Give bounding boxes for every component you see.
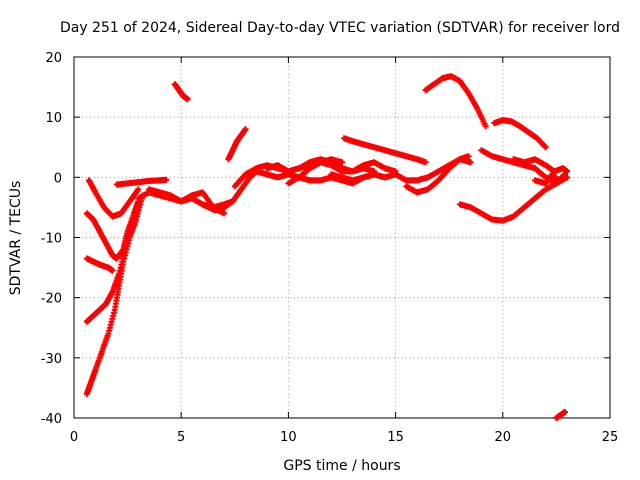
x-tick-label: 25	[602, 430, 619, 445]
series-arc-f	[113, 176, 170, 188]
data-point	[135, 186, 142, 193]
series-arc-v	[491, 117, 549, 151]
series-arc-i	[171, 81, 191, 103]
data-point	[221, 210, 228, 217]
x-tick-label: 10	[280, 430, 297, 445]
y-tick-label: -10	[41, 232, 62, 247]
series-arc-t	[456, 180, 560, 224]
x-tick-label: 5	[177, 430, 185, 445]
data-series	[83, 73, 571, 421]
x-tick-label: 0	[70, 430, 78, 445]
y-tick-label: 0	[54, 171, 62, 186]
data-point	[422, 159, 429, 166]
grid-lines	[74, 57, 610, 418]
data-point	[482, 123, 489, 130]
x-tick-label: 20	[495, 430, 512, 445]
series-arc-p	[341, 135, 429, 166]
data-point	[184, 96, 191, 103]
x-tick-label: 15	[387, 430, 404, 445]
y-tick-label: 20	[45, 51, 62, 66]
axis-ticks	[73, 56, 611, 419]
series-arc-w	[510, 156, 571, 175]
data-point	[465, 153, 472, 160]
data-point	[542, 144, 549, 151]
data-point	[561, 408, 568, 415]
data-point	[339, 159, 345, 166]
data-point	[109, 267, 116, 274]
series-arc-s	[422, 73, 489, 130]
data-point	[564, 168, 571, 175]
series-arc-e	[86, 177, 142, 220]
y-tick-label: 10	[45, 111, 62, 126]
data-point	[561, 171, 568, 178]
data-point	[163, 176, 170, 183]
series-arc-d	[83, 198, 142, 262]
x-axis-label: GPS time / hours	[283, 458, 400, 474]
series-arc-x	[531, 171, 568, 187]
chart-title: Day 251 of 2024, Sidereal Day-to-day VTE…	[60, 20, 620, 36]
data-point	[242, 126, 249, 133]
series-arc-y	[553, 408, 568, 421]
x-tick-labels: 0 5 10 15 20 25	[70, 430, 618, 445]
y-tick-label: -20	[41, 292, 62, 307]
data-point	[467, 159, 474, 166]
y-tick-label: -40	[41, 412, 62, 427]
series-arc-n	[263, 159, 399, 175]
y-tick-label: -30	[41, 352, 62, 367]
y-axis-label: SDTVAR / TECUs	[8, 181, 24, 296]
series-arc-k	[225, 126, 249, 163]
series-arc-r	[403, 153, 472, 196]
series-arc-c	[83, 255, 116, 274]
series-arc-q	[328, 156, 474, 184]
y-tick-labels: -40 -30 -20 -10 0 10 20	[41, 51, 62, 427]
series-arc-o	[285, 156, 345, 187]
